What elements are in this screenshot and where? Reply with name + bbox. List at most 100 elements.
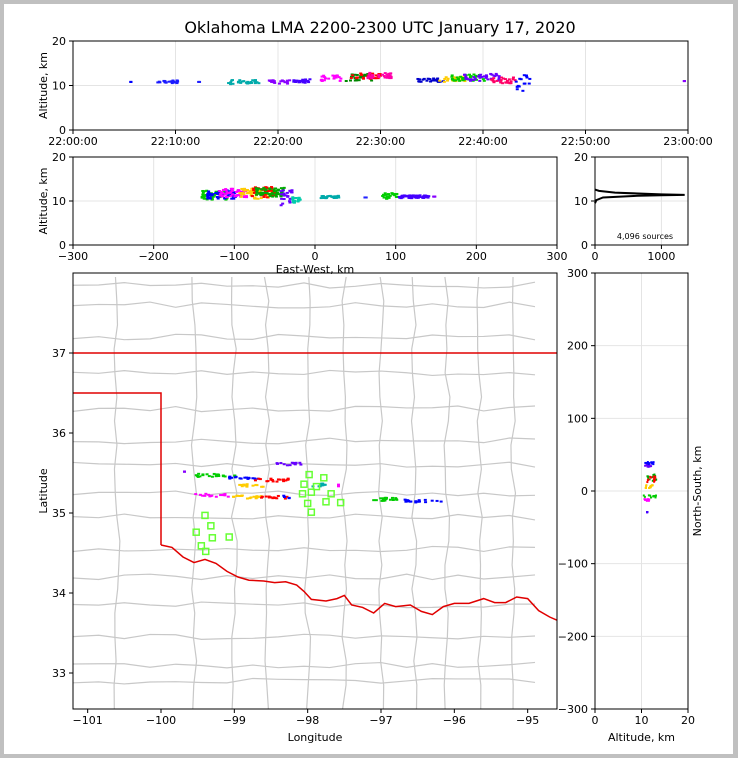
source-point — [519, 78, 523, 81]
lma-station-marker — [207, 522, 215, 530]
source-point — [485, 75, 489, 78]
source-point — [243, 476, 247, 479]
source-point — [217, 475, 221, 478]
source-point — [237, 189, 241, 192]
x-tick-label: −96 — [443, 714, 466, 727]
source-point — [497, 76, 501, 79]
source-point — [335, 74, 339, 77]
source-point — [503, 78, 507, 81]
source-point — [322, 74, 326, 77]
source-point — [331, 196, 335, 199]
source-point — [469, 75, 473, 78]
source-point — [275, 462, 279, 465]
source-point — [643, 495, 646, 498]
source-point — [482, 79, 486, 82]
source-point — [348, 79, 352, 82]
x-tick-label: 22:50:00 — [561, 135, 610, 148]
source-point — [417, 80, 421, 83]
y-tick-label: 0 — [581, 485, 588, 498]
source-point — [253, 80, 257, 83]
source-point — [232, 197, 236, 200]
y-tick-label: 0 — [581, 239, 588, 252]
source-point — [206, 195, 210, 198]
source-point — [212, 194, 216, 197]
x-tick-label: −300 — [58, 250, 88, 263]
source-point — [417, 499, 421, 502]
source-point — [651, 479, 654, 482]
source-point — [384, 496, 388, 499]
source-point — [288, 200, 292, 203]
source-point — [270, 80, 274, 83]
source-point — [442, 80, 446, 83]
county-boundary — [73, 405, 536, 413]
source-point — [513, 79, 517, 82]
source-point — [279, 193, 283, 196]
source-point — [283, 81, 287, 84]
county-boundary — [263, 276, 271, 709]
source-point — [236, 81, 240, 84]
source-point — [645, 461, 648, 464]
source-point — [298, 198, 302, 201]
source-point — [268, 189, 272, 192]
source-point — [482, 75, 486, 78]
source-point — [248, 190, 252, 193]
source-point — [229, 187, 233, 190]
source-point — [243, 187, 247, 190]
source-point — [211, 193, 215, 196]
source-point — [524, 74, 528, 77]
source-point — [651, 484, 654, 487]
source-point — [321, 482, 325, 485]
source-point — [249, 193, 253, 196]
source-point — [236, 194, 240, 197]
source-point — [489, 78, 493, 81]
source-point — [238, 79, 242, 82]
y-tick-label: 0 — [59, 124, 66, 137]
source-point — [238, 483, 242, 486]
source-point — [644, 487, 647, 490]
source-point — [175, 82, 179, 85]
source-point — [394, 497, 398, 500]
source-point — [323, 77, 327, 80]
source-point — [388, 74, 392, 77]
source-point — [226, 194, 230, 197]
source-point — [454, 77, 458, 80]
source-point — [201, 191, 205, 194]
y-tick-label: 10 — [574, 195, 588, 208]
source-point — [388, 194, 392, 197]
lma-station-marker — [322, 498, 330, 506]
source-point — [386, 74, 390, 77]
source-point — [206, 197, 210, 200]
source-point — [287, 497, 291, 500]
source-point — [201, 193, 205, 196]
source-point — [321, 484, 325, 487]
source-point — [301, 81, 305, 84]
source-point — [382, 196, 386, 199]
source-point — [259, 191, 263, 194]
x-tick-label: −200 — [139, 250, 169, 263]
source-point — [472, 78, 476, 81]
source-point — [370, 79, 374, 82]
y-tick-label: 10 — [52, 195, 66, 208]
source-point — [219, 192, 223, 195]
source-point — [652, 473, 655, 476]
source-point — [198, 475, 202, 478]
source-point — [286, 195, 290, 198]
y-axis-label: North-South, km — [691, 446, 704, 537]
source-point — [229, 83, 233, 86]
source-point — [288, 464, 292, 467]
source-point — [337, 196, 341, 199]
source-point — [244, 195, 248, 198]
source-point — [497, 77, 501, 80]
source-point — [251, 191, 255, 194]
figure-title: Oklahoma LMA 2200-2300 UTC January 17, 2… — [184, 18, 575, 37]
source-point — [417, 500, 421, 503]
source-point — [455, 76, 459, 79]
x-tick-label: 100 — [385, 250, 406, 263]
source-point — [379, 497, 383, 500]
source-point — [175, 79, 179, 82]
source-point — [502, 77, 506, 80]
source-point — [337, 485, 340, 488]
source-point — [459, 75, 463, 78]
source-point — [301, 78, 305, 81]
source-point — [281, 202, 285, 205]
